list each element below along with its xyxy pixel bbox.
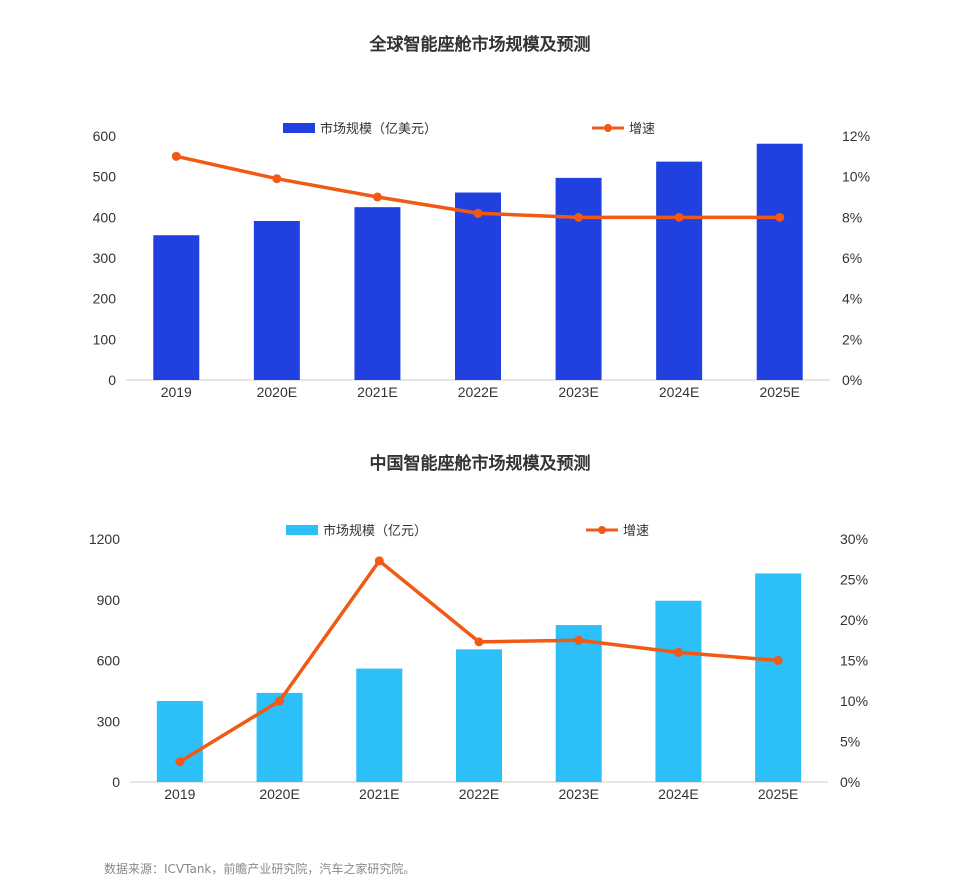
y-right-tick-label: 6% xyxy=(842,250,862,266)
y-left-tick-label: 300 xyxy=(97,713,121,729)
growth-point-2025E xyxy=(775,212,785,222)
chart-title-china: 中国智能座舱市场规模及预测 xyxy=(369,454,591,474)
x-tick-label: 2020E xyxy=(257,384,297,400)
legend-line-label: 增速 xyxy=(623,524,649,539)
x-tick-label: 2024E xyxy=(659,384,699,400)
legend-line-label: 增速 xyxy=(629,122,655,137)
growth-point-2021E xyxy=(374,556,384,566)
y-right-tick-label: 0% xyxy=(840,774,860,790)
y-left-tick-label: 0 xyxy=(112,774,120,790)
bar-2020E xyxy=(253,220,300,380)
chart-title-global: 全球智能座舱市场规模及预测 xyxy=(369,35,591,55)
growth-point-2022E xyxy=(474,637,484,647)
bar-2024E xyxy=(655,600,702,782)
growth-point-2019 xyxy=(171,151,181,161)
x-tick-label: 2022E xyxy=(458,384,498,400)
y-right-tick-label: 10% xyxy=(840,693,868,709)
growth-point-2024E xyxy=(674,212,684,222)
y-right-tick-label: 0% xyxy=(842,372,862,388)
growth-point-2020E xyxy=(272,174,282,184)
y-left-tick-label: 1200 xyxy=(89,531,120,547)
bar-2021E xyxy=(356,668,403,782)
growth-point-2023E xyxy=(574,635,584,645)
y-left-tick-label: 900 xyxy=(97,592,121,608)
legend-bar-swatch xyxy=(286,525,318,535)
y-left-tick-label: 100 xyxy=(93,331,117,347)
x-tick-label: 2020E xyxy=(259,786,299,802)
legend-bar-label: 市场规模（亿元） xyxy=(323,523,427,539)
legend-bar-label: 市场规模（亿美元） xyxy=(320,121,437,137)
y-left-tick-label: 500 xyxy=(93,169,117,185)
x-tick-label: 2025E xyxy=(758,786,798,802)
x-tick-label: 2019 xyxy=(161,384,192,400)
bar-2022E xyxy=(456,649,502,782)
y-right-tick-label: 4% xyxy=(842,291,862,307)
legend-line-marker xyxy=(598,526,606,534)
x-tick-label: 2021E xyxy=(357,384,397,400)
y-right-tick-label: 20% xyxy=(840,612,868,628)
x-tick-label: 2022E xyxy=(459,786,499,802)
y-left-tick-label: 200 xyxy=(93,291,117,307)
growth-point-2022E xyxy=(473,208,483,218)
source-note: 数据来源：ICVTank，前瞻产业研究院，汽车之家研究院。 xyxy=(104,862,416,876)
legend-line-marker xyxy=(604,124,612,132)
x-tick-label: 2023E xyxy=(558,786,598,802)
y-right-tick-label: 30% xyxy=(840,531,868,547)
bar-2021E xyxy=(354,207,401,380)
legend-bar-swatch xyxy=(283,123,315,133)
growth-point-2025E xyxy=(773,656,783,665)
bar-2020E xyxy=(256,692,303,782)
growth-point-2024E xyxy=(673,647,683,657)
y-right-tick-label: 15% xyxy=(840,653,868,669)
growth-point-2020E xyxy=(275,696,285,706)
bar-2024E xyxy=(656,161,703,380)
y-right-tick-label: 25% xyxy=(840,572,868,588)
y-right-tick-label: 10% xyxy=(842,169,870,185)
y-left-tick-label: 400 xyxy=(93,209,117,225)
x-tick-label: 2023E xyxy=(558,384,598,400)
x-tick-label: 2024E xyxy=(658,786,698,802)
y-right-tick-label: 2% xyxy=(842,331,862,347)
bar-2025E xyxy=(755,573,802,782)
y-right-tick-label: 12% xyxy=(842,128,870,144)
y-left-tick-label: 300 xyxy=(93,250,117,266)
growth-point-2019 xyxy=(175,757,185,767)
y-left-tick-label: 600 xyxy=(93,128,117,144)
y-right-tick-label: 5% xyxy=(840,734,860,750)
y-left-tick-label: 0 xyxy=(108,372,116,388)
growth-point-2023E xyxy=(574,212,584,222)
x-tick-label: 2019 xyxy=(164,786,195,802)
bar-2023E xyxy=(555,625,602,782)
y-right-tick-label: 8% xyxy=(842,209,862,225)
y-left-tick-label: 600 xyxy=(97,653,121,669)
x-tick-label: 2021E xyxy=(359,786,399,802)
bar-2019 xyxy=(156,701,203,782)
growth-point-2021E xyxy=(372,192,382,202)
bar-2023E xyxy=(555,177,602,380)
bar-2019 xyxy=(153,235,200,380)
x-tick-label: 2025E xyxy=(759,384,799,400)
bar-2022E xyxy=(455,192,501,380)
bar-2025E xyxy=(756,143,803,380)
